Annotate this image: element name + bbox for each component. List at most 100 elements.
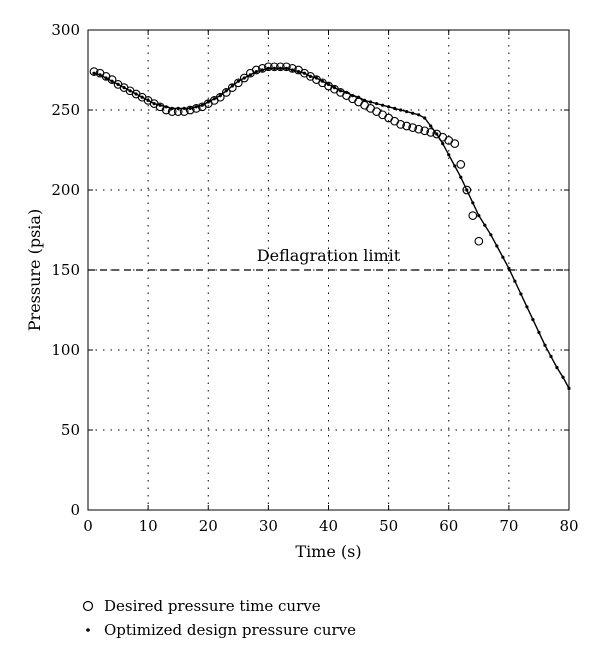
optimized-point-6 — [128, 89, 132, 93]
desired-point-23 — [227, 83, 237, 92]
optimized-point-40 — [332, 86, 337, 90]
optimized-point-76 — [549, 354, 553, 358]
optimized-point-56 — [429, 124, 433, 128]
optimized-point-77 — [555, 366, 559, 370]
optimized-point-71 — [519, 292, 523, 296]
optimized-point-21 — [218, 94, 222, 98]
optimized-point-17 — [194, 105, 198, 109]
desired-point-15 — [179, 107, 189, 116]
optimized-point-38 — [320, 79, 325, 83]
optimized-point-18 — [200, 103, 204, 107]
optimized-point-26 — [248, 73, 252, 77]
optimized-point-78 — [561, 375, 565, 379]
optimized-point-63 — [471, 201, 475, 205]
optimized-point-62 — [465, 188, 469, 192]
x-tick-label-7: 70 — [499, 517, 518, 535]
desired-point-33 — [288, 64, 297, 73]
optimized-point-31 — [278, 66, 282, 70]
x-axis-label: Time (s) — [295, 542, 361, 561]
optimized-point-67 — [495, 244, 499, 248]
y-tick-label-6: 300 — [51, 21, 80, 39]
optimized-point-57 — [435, 132, 439, 136]
y-tick-label-5: 250 — [51, 101, 80, 119]
desired-point-63 — [468, 211, 478, 220]
desired-point-53 — [408, 123, 418, 132]
optimized-point-53 — [411, 111, 415, 115]
optimized-point-28 — [260, 68, 264, 72]
ticks: 0 10 20 30 40 50 60 70 80 0 50 100 150 200 250 300 — [51, 21, 578, 535]
desired-point-52 — [402, 121, 412, 131]
optimized-point-52 — [405, 110, 409, 114]
optimized-point-60 — [453, 164, 457, 168]
optimized-point-65 — [483, 223, 487, 227]
optimized-point-27 — [254, 70, 258, 74]
legend-marker-optimized — [86, 628, 90, 632]
legend: Desired pressure time curve Optimized de… — [82, 597, 356, 639]
optimized-point-0 — [92, 71, 96, 75]
optimized-point-39 — [326, 82, 331, 86]
optimized-point-9 — [146, 98, 150, 102]
optimized-point-74 — [537, 330, 541, 334]
x-tick-label-6: 60 — [439, 517, 458, 535]
desired-point-56 — [426, 128, 436, 137]
optimized-point-68 — [501, 255, 505, 259]
y-tick-label-0: 0 — [70, 501, 80, 519]
desired-point-29 — [264, 62, 273, 72]
optimized-point-73 — [531, 318, 535, 322]
desired-point-0 — [89, 67, 99, 76]
desired-point-30 — [270, 62, 279, 72]
optimized-point-29 — [266, 66, 270, 70]
optimized-point-20 — [212, 97, 216, 101]
optimized-point-30 — [272, 66, 276, 70]
legend-label-desired: Desired pressure time curve — [104, 597, 321, 615]
x-tick-label-1: 10 — [139, 517, 158, 535]
desired-point-17 — [191, 104, 201, 113]
optimized-point-1 — [98, 73, 102, 77]
optimized-point-3 — [110, 79, 114, 83]
desired-point-28 — [258, 64, 267, 73]
legend-marker-desired — [82, 600, 94, 612]
optimized-point-16 — [188, 106, 192, 110]
desired-point-60 — [450, 139, 460, 148]
optimized-point-23 — [230, 84, 234, 88]
desired-point-27 — [252, 65, 261, 75]
optimized-point-50 — [393, 106, 397, 110]
optimized-point-11 — [158, 103, 162, 107]
optimized-point-19 — [206, 100, 210, 104]
optimized-point-36 — [308, 74, 313, 78]
optimized-point-58 — [441, 142, 445, 146]
y-tick-label-3: 150 — [51, 261, 80, 279]
x-tick-label-5: 50 — [379, 517, 398, 535]
desired-point-12 — [161, 105, 171, 115]
optimized-point-4 — [116, 82, 120, 86]
desired-point-24 — [233, 78, 243, 88]
desired-point-14 — [173, 107, 183, 116]
optimized-point-69 — [507, 266, 511, 270]
optimized-point-47 — [375, 102, 379, 106]
plot-series — [89, 62, 571, 390]
optimized-point-5 — [122, 86, 126, 90]
optimized-point-46 — [368, 100, 373, 104]
desired-point-64 — [474, 236, 484, 246]
optimized-point-41 — [338, 89, 343, 93]
desired-point-3 — [107, 75, 117, 84]
x-tick-label-8: 80 — [559, 517, 578, 535]
optimized-point-70 — [513, 279, 517, 283]
optimized-point-59 — [447, 153, 451, 157]
optimized-point-25 — [242, 76, 246, 80]
x-tick-label-0: 0 — [83, 517, 93, 535]
desired-point-13 — [167, 107, 177, 116]
optimized-point-72 — [525, 305, 529, 309]
optimized-point-33 — [290, 68, 295, 72]
optimized-point-61 — [459, 175, 463, 179]
desired-point-16 — [185, 105, 195, 115]
optimized-point-51 — [399, 108, 403, 112]
optimized-point-10 — [152, 102, 156, 106]
optimized-point-54 — [417, 113, 421, 117]
optimized-point-64 — [477, 214, 481, 218]
optimized-point-32 — [284, 66, 289, 70]
desired-point-32 — [282, 62, 291, 72]
x-tick-label-2: 20 — [199, 517, 218, 535]
